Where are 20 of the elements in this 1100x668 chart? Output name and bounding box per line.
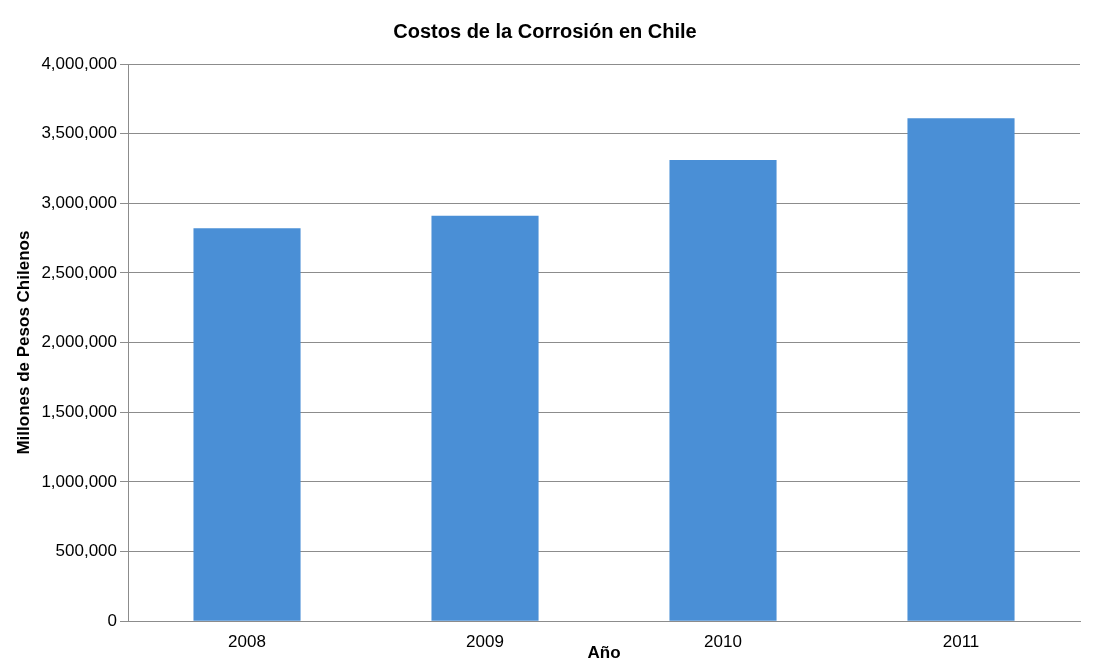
y-axis-title: Millones de Pesos Chilenos [13, 230, 33, 455]
bar [431, 215, 539, 621]
y-tick-label: 3,000,000 [41, 192, 118, 212]
x-tick-label: 2009 [466, 632, 504, 652]
y-tick-label: 1,000,000 [41, 471, 118, 491]
y-tick-label: 500,000 [55, 541, 118, 561]
y-tick-label: 2,500,000 [41, 262, 118, 282]
x-axis-title: Año [587, 643, 621, 663]
bar [193, 228, 301, 621]
bar [907, 118, 1015, 621]
y-tick-label: 3,500,000 [41, 123, 118, 143]
y-tick-label: 0 [107, 610, 118, 630]
x-tick-label: 2011 [942, 632, 980, 652]
chart-title: Costos de la Corrosión en Chile [393, 19, 697, 42]
x-tick-label: 2010 [704, 632, 742, 652]
x-tick-label: 2008 [228, 632, 266, 652]
y-tick-label: 1,500,000 [41, 401, 118, 421]
y-tick-label: 2,000,000 [41, 332, 118, 352]
y-tick-label: 4,000,000 [41, 53, 118, 73]
bar [669, 160, 777, 621]
